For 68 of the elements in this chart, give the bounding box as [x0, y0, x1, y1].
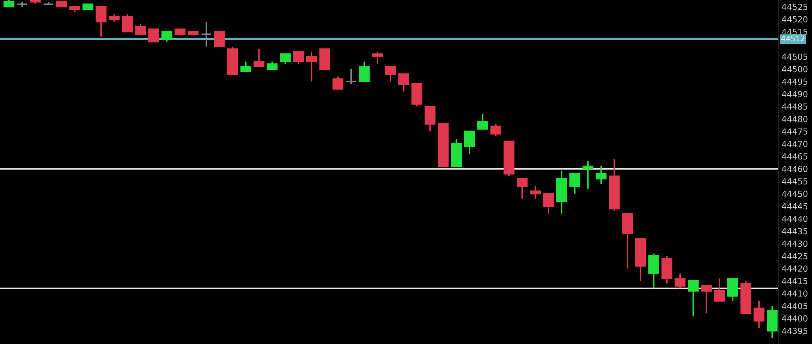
y-tick-label: 44520 — [782, 16, 808, 23]
y-tick-label: 44495 — [782, 78, 808, 86]
candlestick — [135, 24, 146, 36]
y-tick-label: 44410 — [782, 290, 808, 297]
y-tick-label: 44420 — [782, 266, 808, 272]
y-tick-label: 44465 — [782, 154, 808, 160]
candlestick — [240, 61, 252, 72]
candlestick — [385, 66, 396, 82]
candlestick — [570, 173, 580, 195]
candlestick — [464, 130, 476, 155]
y-tick-label: 44430 — [782, 240, 808, 248]
candlestick — [490, 123, 502, 138]
candlestick — [214, 31, 226, 48]
candlestick — [688, 280, 699, 317]
y-tick-label: 44395 — [782, 328, 808, 334]
candlestick — [596, 166, 607, 185]
y-tick-label: 44435 — [782, 228, 808, 235]
y-tick-label: 44480 — [782, 116, 808, 122]
y-tick-label: 44445 — [782, 203, 808, 210]
y-tick-label: 44425 — [782, 253, 808, 260]
y-tick-label: 44450 — [782, 190, 808, 198]
y-tick-label: 44400 — [782, 316, 808, 322]
candlestick — [543, 193, 554, 215]
candlestick — [451, 138, 462, 168]
y-tick-label: 44500 — [782, 66, 808, 73]
candlestick — [320, 48, 330, 70]
candlestick — [201, 21, 212, 48]
candlestick — [701, 285, 712, 314]
candlestick — [714, 278, 726, 302]
candlestick — [674, 273, 686, 290]
y-tick-label: 44470 — [782, 141, 808, 148]
candlestick — [162, 31, 173, 43]
candlestick — [398, 74, 410, 92]
candlestick — [148, 28, 160, 43]
candlestick — [96, 6, 107, 38]
y-tick-label: 44455 — [782, 178, 808, 185]
candlestick — [648, 253, 660, 290]
candlestick — [280, 54, 291, 66]
candlestick — [754, 300, 765, 330]
y-tick-label: 44405 — [782, 303, 808, 310]
candlestick — [766, 305, 778, 340]
y-tick-label: 44485 — [782, 104, 808, 110]
candlestick — [306, 51, 318, 82]
candlestick — [412, 84, 423, 108]
candlestick — [359, 61, 370, 82]
candlestick — [293, 51, 304, 66]
candlestick — [662, 256, 673, 284]
candlestick — [424, 106, 436, 132]
candlestick — [372, 51, 384, 66]
candlestick — [516, 178, 528, 200]
y-tick-label: 44440 — [782, 216, 808, 222]
y-tick-label: 44490 — [782, 91, 808, 98]
candlestick — [122, 14, 134, 33]
candlestick — [254, 48, 265, 68]
y-tick-label: 44515 — [782, 29, 808, 36]
candlestick — [346, 68, 357, 85]
y-tick-label: 44460 — [782, 166, 808, 172]
candlestick — [556, 170, 568, 215]
candlestick — [332, 76, 344, 90]
candlestick — [622, 213, 634, 270]
candlestick — [582, 160, 594, 190]
candlestick — [477, 113, 488, 130]
y-tick-label: 44505 — [782, 54, 808, 60]
candlestick — [728, 278, 738, 302]
y-tick-label: 44475 — [782, 128, 808, 135]
y-tick-label: 44525 — [782, 4, 808, 10]
candlestick — [530, 186, 541, 200]
y-tick-label: 44415 — [782, 278, 808, 284]
